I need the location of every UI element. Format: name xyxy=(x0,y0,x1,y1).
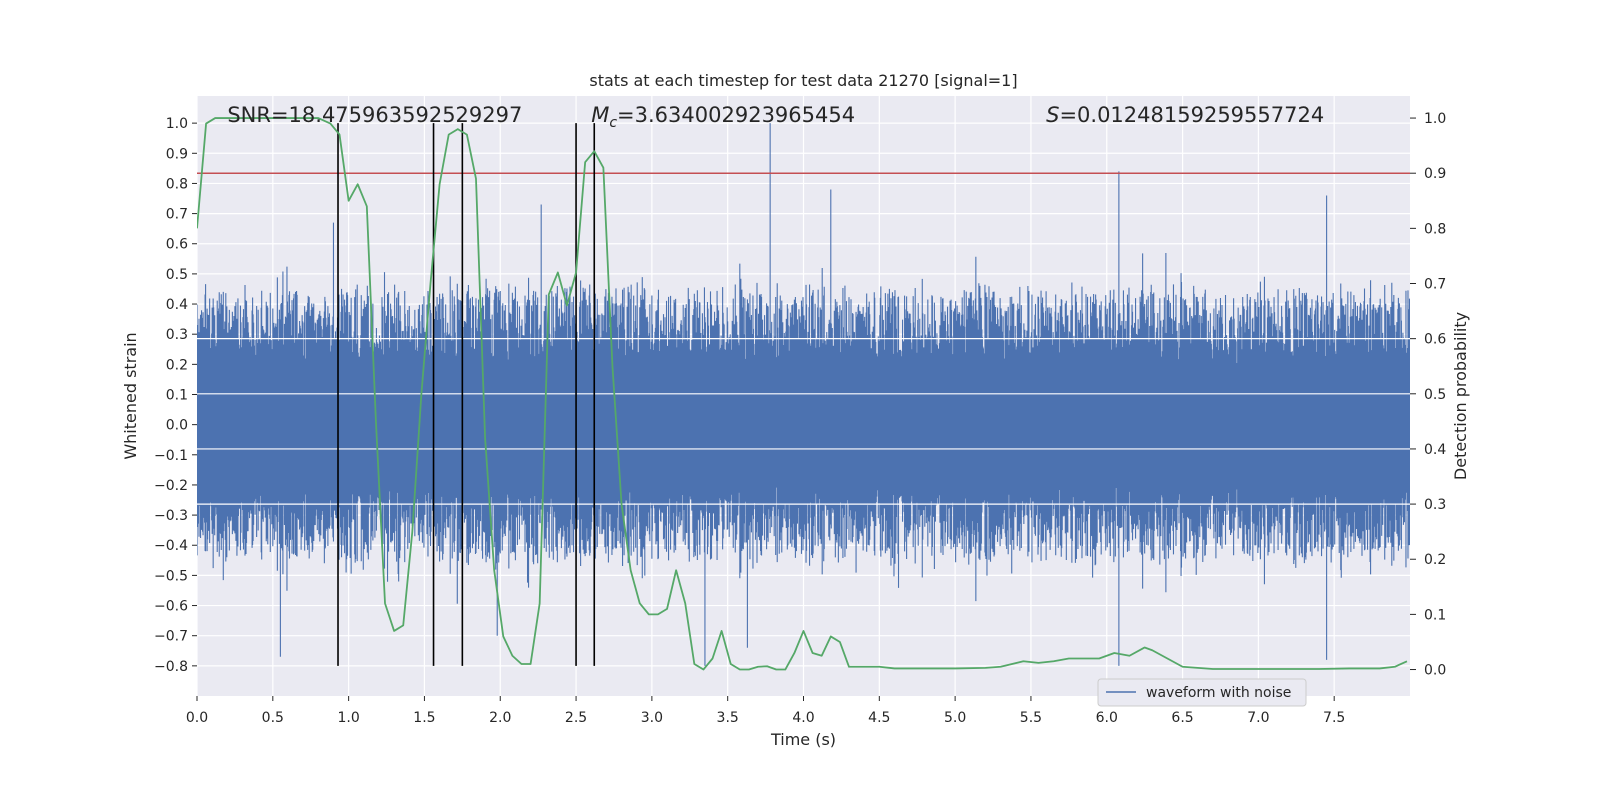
legend-entry-waveform: waveform with noise xyxy=(1146,685,1291,701)
y2-tick-label: 0.9 xyxy=(1424,166,1446,182)
y2-tick-label: 0.0 xyxy=(1424,663,1446,679)
y2-axis-ticks: 1.0 0.9 0.8 0.7 0.6 0.5 0.4 0.3 0.2 0.1 0.0 xyxy=(1410,111,1446,679)
y-tick-label: 0.7 xyxy=(166,207,188,223)
y-tick-label: 0.6 xyxy=(166,237,188,253)
y2-tick-label: 0.1 xyxy=(1424,607,1446,623)
x-tick-label: 7.0 xyxy=(1247,710,1269,726)
x-tick-label: 0.5 xyxy=(262,710,284,726)
y2-tick-label: 0.2 xyxy=(1424,552,1446,568)
x-tick-label: 2.5 xyxy=(565,710,587,726)
y-tick-label: 0.1 xyxy=(166,387,188,403)
x-tick-label: 5.0 xyxy=(944,710,966,726)
stat-annotation-label: S xyxy=(1046,103,1059,127)
stat-annotation-value: =3.634002923965454 xyxy=(617,103,855,127)
y-tick-label: −0.1 xyxy=(154,448,188,464)
stat-annotation-value: =0.01248159259557724 xyxy=(1059,103,1324,127)
y-tick-label: 0.0 xyxy=(166,418,188,434)
y2-tick-label: 0.5 xyxy=(1424,387,1446,403)
x-tick-label: 3.0 xyxy=(641,710,663,726)
x-tick-label: 7.5 xyxy=(1323,710,1345,726)
x-tick-label: 3.5 xyxy=(717,710,739,726)
y2-tick-label: 0.7 xyxy=(1424,277,1446,293)
y-tick-label: 0.5 xyxy=(166,267,188,283)
x-tick-label: 6.0 xyxy=(1096,710,1118,726)
y2-tick-label: 0.6 xyxy=(1424,332,1446,348)
y-tick-label: −0.2 xyxy=(154,478,188,494)
x-axis-ticks: 0.0 0.5 1.0 1.5 2.0 2.5 3.0 3.5 4.0 4.5 5.0 5.5 6.0 6… xyxy=(186,696,1345,726)
y-tick-label: −0.7 xyxy=(154,629,188,645)
y2-tick-label: 0.8 xyxy=(1424,221,1446,237)
y2-tick-label: 1.0 xyxy=(1424,111,1446,127)
y-tick-label: −0.8 xyxy=(154,659,188,675)
x-tick-label: 1.0 xyxy=(337,710,359,726)
y-tick-label: 1.0 xyxy=(166,116,188,132)
y-tick-label: 0.4 xyxy=(166,297,188,313)
legend: waveform with noise xyxy=(1097,678,1307,707)
y-axis-label: Whitened strain xyxy=(121,332,140,459)
x-tick-label: 2.0 xyxy=(489,710,511,726)
waveform-core xyxy=(197,364,1410,485)
y-tick-label: −0.6 xyxy=(154,599,188,615)
stat-annotations: SNR=18.475963592529297 Mc=3.6340029239654… xyxy=(227,103,1324,131)
reference-lines xyxy=(197,123,1410,666)
y-tick-label: 0.3 xyxy=(166,327,188,343)
stat-annotation: S=0.01248159259557724 xyxy=(1046,103,1324,127)
y-tick-label: 0.2 xyxy=(166,357,188,373)
series-waveform-with-noise xyxy=(197,123,1410,666)
stat-annotation: Mc=3.634002923965454 xyxy=(591,103,855,131)
stat-annotation-label: SNR xyxy=(227,103,271,127)
stat-annotation-value: =18.475963592529297 xyxy=(271,103,522,127)
x-tick-label: 4.0 xyxy=(792,710,814,726)
stat-annotation-subscript: c xyxy=(609,115,617,131)
y-tick-label: 0.9 xyxy=(166,146,188,162)
x-tick-label: 1.5 xyxy=(413,710,435,726)
y2-tick-label: 0.4 xyxy=(1424,442,1446,458)
stat-annotation: SNR=18.475963592529297 xyxy=(227,103,522,127)
y-tick-label: −0.4 xyxy=(154,538,188,554)
x-axis-label: Time (s) xyxy=(770,730,836,749)
y-tick-label: 0.8 xyxy=(166,176,188,192)
y-tick-label: −0.5 xyxy=(154,568,188,584)
stat-annotation-label: M xyxy=(591,103,609,127)
x-tick-label: 6.5 xyxy=(1171,710,1193,726)
probability-line xyxy=(197,117,1408,671)
x-tick-label: 5.5 xyxy=(1020,710,1042,726)
x-tick-label: 0.0 xyxy=(186,710,208,726)
x-tick-label: 4.5 xyxy=(868,710,890,726)
y-axis-ticks: 1.0 0.9 0.8 0.7 0.6 0.5 0.4 0.3 0.2 0.1 0.0 −0.1 −0.… xyxy=(154,116,197,675)
series-detection-probability xyxy=(197,117,1408,671)
y-tick-label: −0.3 xyxy=(154,508,188,524)
legend-box xyxy=(1097,678,1307,707)
chart-title: stats at each timestep for test data 212… xyxy=(589,71,1017,90)
y2-axis-label: Detection probability xyxy=(1451,312,1470,480)
y2-tick-label: 0.3 xyxy=(1424,497,1446,513)
